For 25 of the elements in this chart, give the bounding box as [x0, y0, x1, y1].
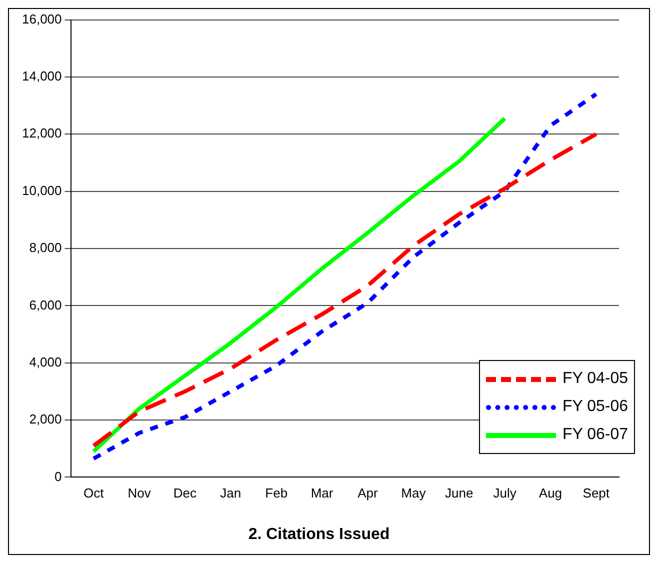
x-tick-label: May — [401, 486, 426, 501]
x-tick-label: July — [493, 486, 517, 501]
y-tick-label: 12,000 — [22, 126, 62, 141]
x-tick-label: Jan — [220, 486, 242, 501]
y-tick-label: 10,000 — [22, 182, 62, 198]
y-tick-label: 0 — [54, 468, 62, 484]
x-tick-label: Oct — [83, 486, 104, 501]
x-tick-label: Mar — [310, 486, 334, 501]
x-tick-label: Feb — [265, 486, 288, 501]
legend-label: FY 05-06 — [562, 398, 628, 416]
y-tick-label: 8,000 — [29, 240, 62, 256]
x-tick-label: Dec — [173, 486, 198, 501]
y-tick-label: 2,000 — [29, 412, 62, 427]
x-tick-label: June — [444, 486, 474, 501]
text: 2. Citations Issued — [248, 526, 390, 543]
x-tick-label: Nov — [128, 486, 152, 501]
legend-label: FY 04-05 — [562, 370, 628, 388]
x-tick-label: Sept — [582, 486, 610, 501]
y-tick-label: 4,000 — [29, 354, 62, 370]
x-tick-label: Aug — [538, 486, 562, 501]
x-tick-label: Apr — [358, 486, 379, 501]
y-tick-label: 6,000 — [29, 297, 62, 312]
y-tick-label: 14,000 — [22, 68, 62, 84]
legend-label: FY 06-07 — [562, 426, 628, 444]
y-tick-label: 16,000 — [22, 11, 62, 26]
